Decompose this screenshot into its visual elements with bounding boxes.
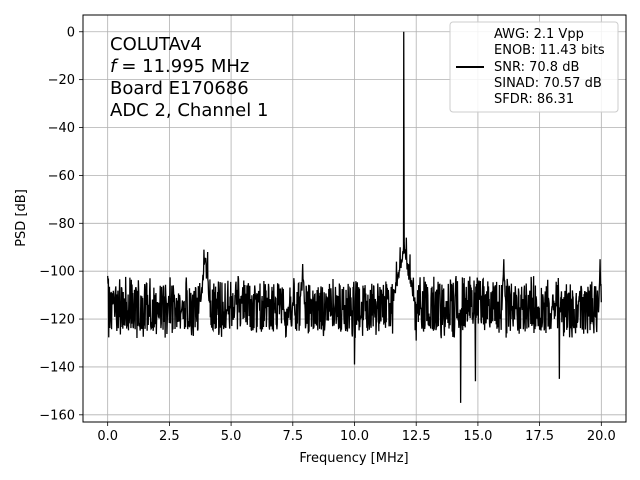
legend-sinad: SINAD: 70.57 dB [494,76,602,91]
annotation-frequency-symbol: f [110,56,119,77]
y-tick-label: −20 [48,73,75,88]
plot-area [107,31,602,403]
legend-snr: SNR: 70.8 dB [494,60,579,75]
x-tick-label: 20.0 [587,429,616,444]
legend-awg: AWG: 2.1 Vpp [494,27,584,42]
legend-sfdr: SFDR: 86.31 [494,92,574,107]
psd-trace [107,31,602,403]
y-axis-ticks: 0 −20 −40 −60 −80 −100 −120 −140 −160 [39,25,83,423]
x-axis-ticks: 0.0 2.5 5.0 7.5 10.0 12.5 15.0 17.5 20.0 [97,422,616,444]
annotation-line-chip: COLUTAv4 [110,34,202,55]
annotation-line-channel: ADC 2, Channel 1 [110,100,268,121]
annotation-line-board: Board E170686 [110,78,249,99]
y-axis-label: PSD [dB] [14,189,29,247]
x-tick-label: 7.5 [282,429,303,444]
y-tick-label: −120 [39,313,75,328]
x-tick-label: 15.0 [463,429,492,444]
y-tick-label: −140 [39,360,75,375]
y-tick-label: 0 [67,25,75,40]
y-tick-label: −100 [39,265,75,280]
x-tick-label: 10.0 [340,429,369,444]
x-tick-label: 17.5 [525,429,554,444]
annotation-block: COLUTAv4 f = 11.995 MHz Board E170686 ADC… [110,34,268,121]
legend: AWG: 2.1 Vpp ENOB: 11.43 bits SNR: 70.8 … [449,21,619,113]
x-tick-label: 5.0 [221,429,242,444]
annotation-frequency-value: = 11.995 MHz [121,56,249,77]
annotation-line-frequency: f = 11.995 MHz [110,56,249,77]
y-tick-label: −80 [48,217,75,232]
y-tick-label: −40 [48,121,75,136]
legend-box [449,21,619,113]
legend-enob: ENOB: 11.43 bits [494,43,605,58]
y-tick-label: −160 [39,408,75,423]
x-axis-label: Frequency [MHz] [299,451,408,466]
y-tick-label: −60 [48,169,75,184]
x-tick-label: 0.0 [97,429,118,444]
x-tick-label: 2.5 [159,429,180,444]
x-tick-label: 12.5 [402,429,431,444]
